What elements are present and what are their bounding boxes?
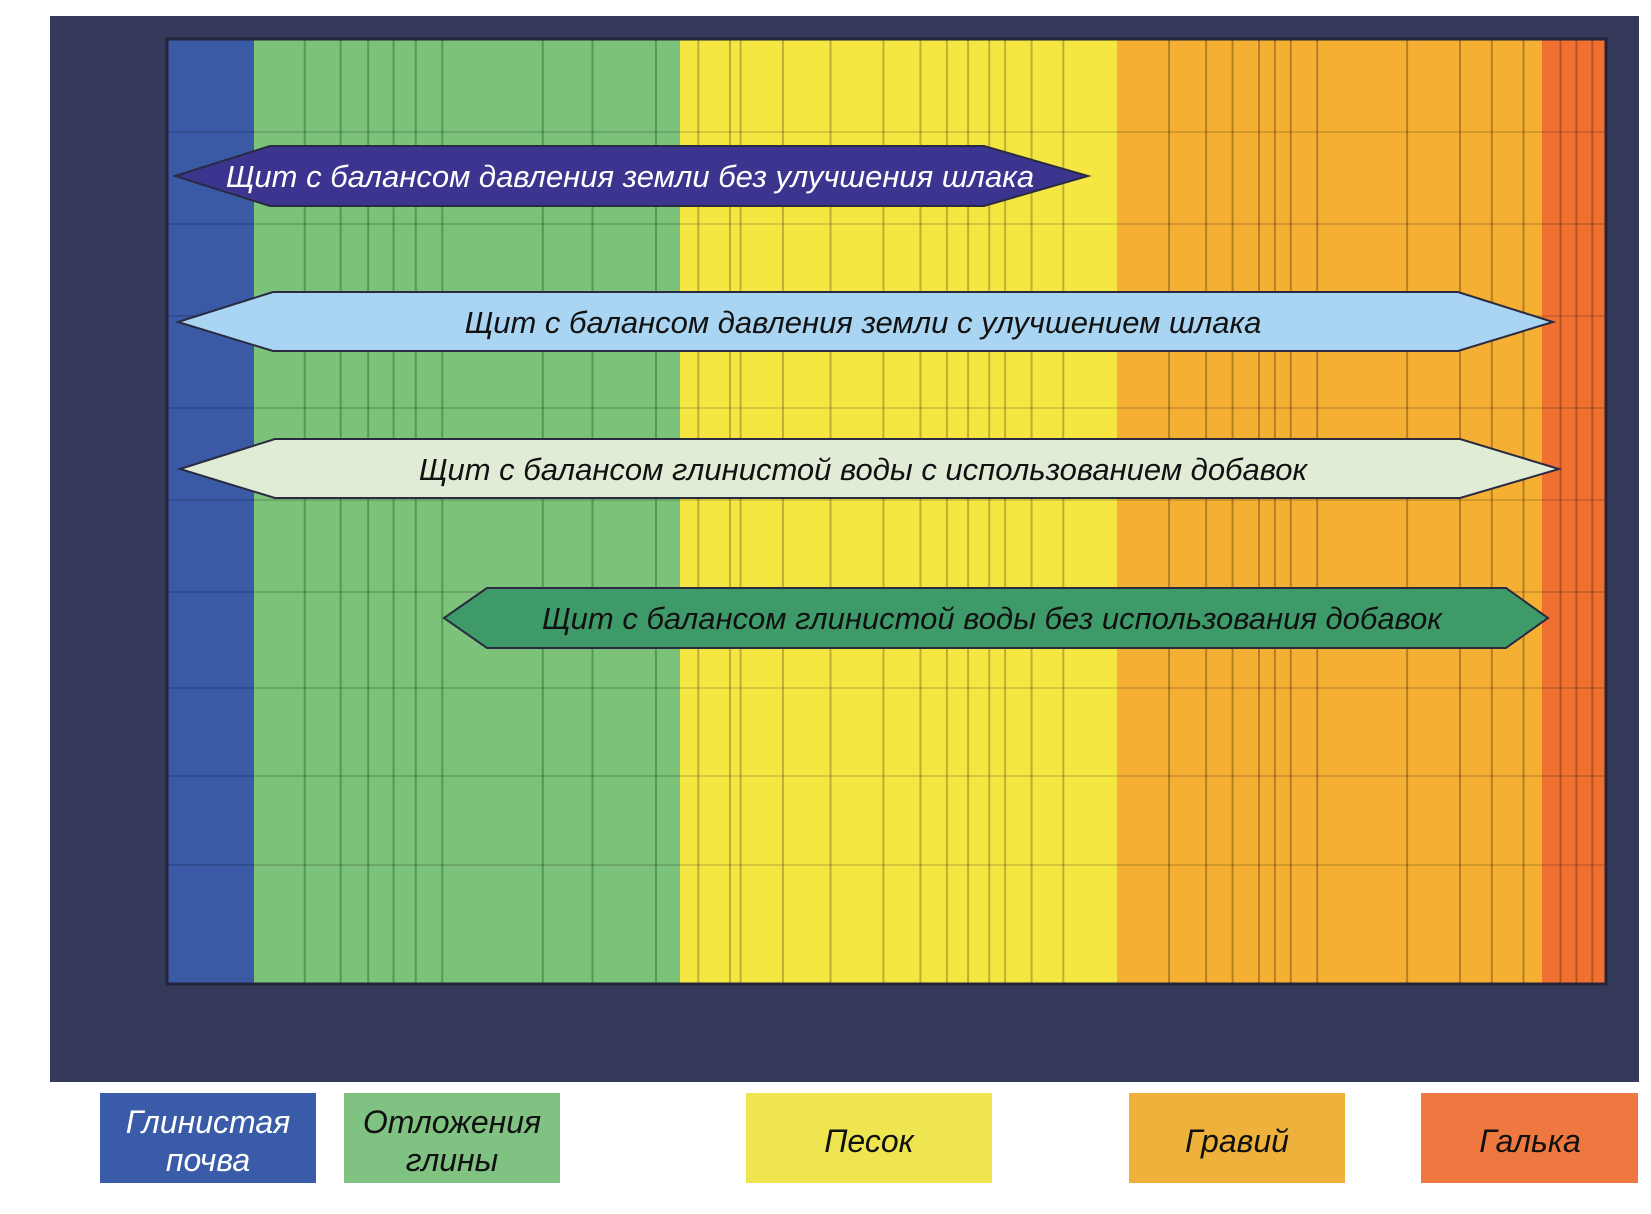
legend-item-sand: Песок: [746, 1093, 992, 1183]
band-gravel: [1117, 39, 1542, 984]
arrow-label: Щит с балансом глинистой воды с использо…: [419, 452, 1309, 487]
legend-label-line2: почва: [166, 1142, 250, 1178]
legend-item-pebbles: Галька: [1421, 1093, 1638, 1183]
legend-item-gravel: Гравий: [1129, 1093, 1345, 1183]
band-pebbles: [1542, 39, 1606, 984]
grid-lines: [167, 39, 1606, 984]
legend-item-clay-soil: Глинистая почва: [100, 1093, 316, 1183]
legend-label-line2: глины: [406, 1142, 498, 1178]
legend-swatch: [100, 1093, 316, 1183]
arrow-label: Щит с балансом давления земли без улучше…: [226, 159, 1034, 194]
legend-swatch: [1129, 1093, 1345, 1183]
legend-label: Песок: [824, 1123, 915, 1159]
shield-arrow-epb-with-conditioning: Щит с балансом давления земли с улучшени…: [174, 291, 1557, 352]
shield-arrow-epb-no-conditioning: Щит с балансом давления земли без улучше…: [171, 145, 1092, 207]
arrow-label: Щит с балансом давления земли с улучшени…: [465, 305, 1262, 340]
shield-arrow-slurry-with-additives: Щит с балансом глинистой воды с использо…: [176, 438, 1563, 499]
arrow-shape: [174, 291, 1557, 352]
legend-swatch: [344, 1093, 560, 1183]
legend-swatch: [1421, 1093, 1638, 1183]
chart-border: [165, 37, 1608, 986]
legend: Глинистая почва Отложения глины Песок Гр…: [100, 1093, 1638, 1183]
legend-label: Отложения: [363, 1104, 541, 1140]
legend-swatch: [746, 1093, 992, 1183]
shield-arrow-slurry-no-additives: Щит с балансом глинистой воды без исполь…: [442, 587, 1550, 649]
legend-label: Глинистая: [126, 1104, 290, 1140]
legend-item-clay-deposits: Отложения глины: [344, 1093, 560, 1183]
arrow-shape: [442, 587, 1550, 649]
legend-label: Галька: [1479, 1123, 1581, 1159]
arrow-label: Щит с балансом глинистой воды без исполь…: [542, 601, 1443, 636]
legend-label: Гравий: [1185, 1123, 1289, 1159]
arrow-shape: [171, 145, 1092, 207]
arrow-shape: [176, 438, 1563, 499]
